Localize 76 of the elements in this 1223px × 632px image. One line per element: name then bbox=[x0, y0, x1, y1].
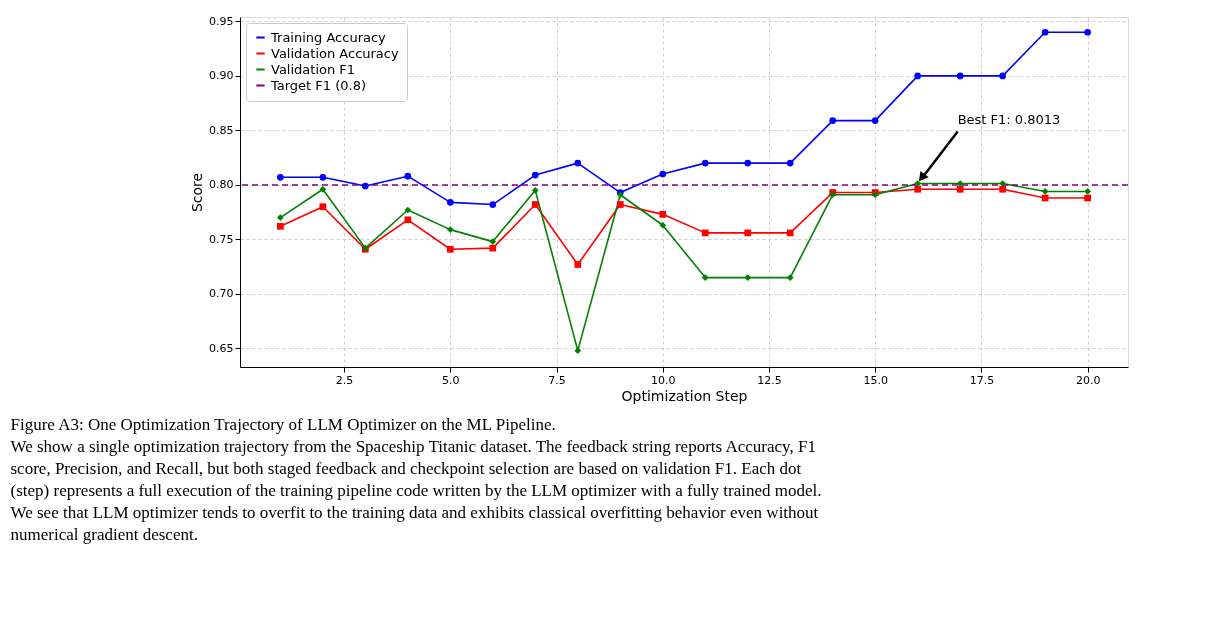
point bbox=[956, 180, 964, 187]
point bbox=[531, 171, 539, 179]
x-tick-label: 17.5 bbox=[969, 373, 995, 387]
annotation: Best F1: 0.8013 bbox=[957, 112, 1061, 128]
point bbox=[701, 229, 709, 237]
point bbox=[446, 245, 454, 253]
y-tick-label: 0.85 bbox=[209, 123, 234, 137]
legend-label: Target F1 (0.8) bbox=[270, 77, 367, 93]
point bbox=[914, 180, 922, 187]
point bbox=[404, 172, 412, 180]
point bbox=[319, 203, 327, 211]
point bbox=[659, 170, 667, 178]
y-tick-label: 0.70 bbox=[209, 287, 234, 301]
x-tick-label: 12.5 bbox=[757, 373, 782, 387]
point bbox=[701, 159, 709, 167]
point bbox=[744, 229, 752, 237]
x-tick-label: 5.0 bbox=[442, 373, 460, 387]
point bbox=[574, 347, 582, 354]
point bbox=[574, 261, 582, 268]
y-tick-label: 0.75 bbox=[209, 232, 234, 246]
point bbox=[956, 72, 964, 80]
point bbox=[786, 159, 794, 167]
point bbox=[786, 229, 794, 237]
y-tick-label: 0.80 bbox=[209, 178, 234, 192]
point bbox=[574, 159, 582, 167]
point bbox=[829, 117, 837, 124]
y-tick-label: 0.95 bbox=[209, 14, 234, 28]
point bbox=[914, 72, 922, 80]
point bbox=[1084, 28, 1091, 36]
point bbox=[489, 201, 497, 208]
point bbox=[999, 72, 1007, 80]
point bbox=[914, 185, 922, 193]
point bbox=[531, 187, 539, 194]
point bbox=[446, 226, 454, 233]
x-tick-label: 15.0 bbox=[863, 373, 888, 387]
point bbox=[659, 211, 667, 218]
point bbox=[701, 274, 709, 281]
point bbox=[956, 185, 964, 193]
legend-label: Validation Accuracy bbox=[271, 45, 399, 61]
point bbox=[1084, 188, 1091, 195]
point bbox=[361, 182, 369, 190]
y-axis-title: Score bbox=[189, 172, 206, 213]
point bbox=[1084, 194, 1091, 202]
x-tick-label: 10.0 bbox=[651, 373, 676, 387]
point bbox=[616, 201, 624, 208]
point bbox=[1041, 194, 1049, 202]
text: We show a single optimization trajectory from the Spaceship Titanic dataset. The feedback string reports Accuracy, F1 score, Precision, and Recall, but both staged feedback and checkpoint selection are based on validation F1. Each dot (step) represents a full execution of the training pipeline code written by the LLM optimizer with a fully trained model. We see that LLM optimizer tends to overfit to the training data and exhibits classical overfitting behavior even without numerical gradient descent. bbox=[10, 437, 822, 544]
point bbox=[277, 214, 284, 221]
point bbox=[319, 173, 327, 181]
y-tick-label: 0.65 bbox=[209, 341, 234, 355]
point bbox=[1041, 188, 1049, 195]
point bbox=[404, 206, 412, 214]
point bbox=[404, 216, 412, 224]
point bbox=[999, 185, 1007, 193]
legend-label: Training Accuracy bbox=[270, 29, 387, 45]
x-tick-label: 7.5 bbox=[548, 373, 566, 387]
point bbox=[744, 159, 752, 167]
x-tick-label: 2.5 bbox=[335, 373, 354, 387]
point bbox=[531, 201, 539, 208]
point bbox=[999, 180, 1007, 187]
point bbox=[489, 244, 497, 252]
x-tick-label: 20.0 bbox=[1075, 373, 1101, 387]
point bbox=[277, 222, 284, 230]
point bbox=[871, 117, 879, 124]
point bbox=[744, 274, 752, 281]
point bbox=[319, 185, 327, 193]
point bbox=[277, 173, 284, 181]
y-tick-label: 0.90 bbox=[209, 69, 234, 83]
legend-label: Validation F1 bbox=[271, 61, 356, 77]
point bbox=[1041, 28, 1049, 36]
x-axis-title: Optimization Step bbox=[621, 387, 748, 404]
point bbox=[786, 274, 794, 281]
point bbox=[659, 221, 667, 229]
caption: Figure A3: One Optimization Trajectory of LLM Optimizer on the ML Pipeline. bbox=[10, 415, 556, 434]
point bbox=[489, 238, 497, 245]
point bbox=[446, 199, 454, 206]
